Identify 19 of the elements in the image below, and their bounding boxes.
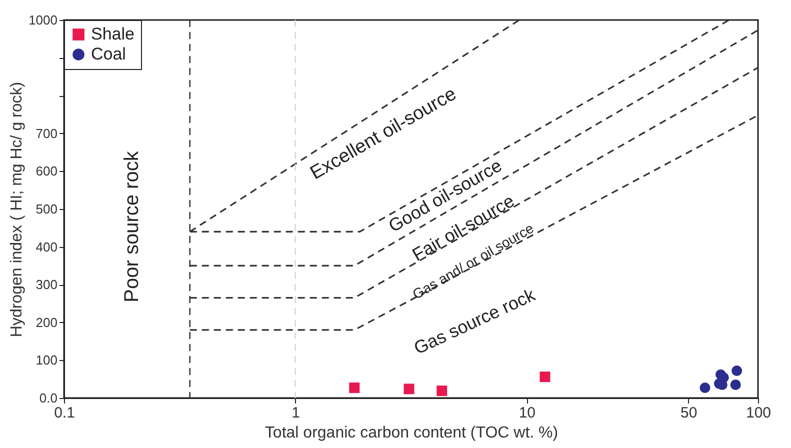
y-tick-label: 500: [36, 202, 58, 216]
x-tick-label: 0.1: [54, 404, 75, 422]
y-tick-label: 1000: [28, 12, 58, 28]
annotation: Poor source rock: [121, 150, 144, 302]
y-tick-label: 200: [36, 314, 58, 330]
y-tick-label: 0.0: [39, 390, 58, 406]
y-axis-title: Hydrogen index ( HI; mg Hc/ g rock): [8, 82, 26, 338]
x-tick-label: 50: [680, 404, 698, 422]
x-tick-label: 10: [518, 404, 536, 422]
x-tick-label: 100: [746, 404, 772, 422]
y-tick-label: 700: [36, 126, 58, 141]
legend-label: Shale: [91, 24, 134, 44]
legend-label: Coal: [91, 44, 126, 64]
x-axis-title: Total organic carbon content (TOC wt. %): [264, 424, 558, 442]
y-tick-label: 100: [36, 352, 58, 368]
x-tick-label: 1: [292, 404, 300, 422]
y-tick-label: 400: [36, 239, 58, 254]
y-tick-label: 600: [36, 164, 58, 179]
y-tick-label: 300: [36, 277, 58, 292]
